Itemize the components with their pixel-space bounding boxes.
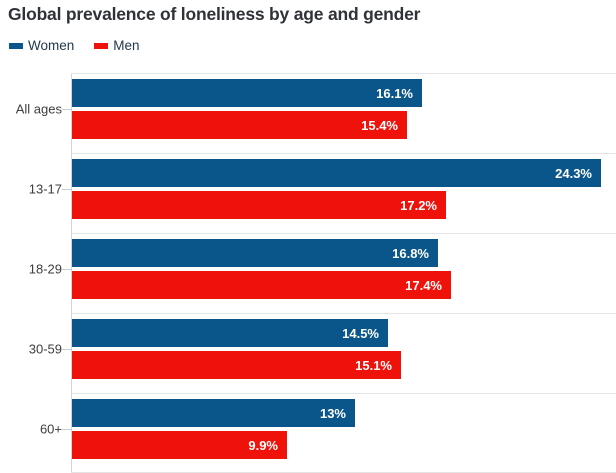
men-swatch-icon [94, 42, 109, 49]
legend-item-women[interactable]: Women [9, 38, 74, 53]
gridline [71, 393, 616, 394]
axis-tick [62, 429, 71, 430]
category-group: 13-17 24.3% 17.2% [0, 153, 616, 233]
bar-value-label: 15.4% [361, 117, 398, 133]
y-axis-line [71, 73, 72, 473]
bar-value-label: 16.8% [392, 245, 429, 261]
gridline [71, 313, 616, 314]
bar-value-label: 24.3% [555, 165, 592, 181]
category-group: 18-29 16.8% 17.4% [0, 233, 616, 313]
bar-value-label: 14.5% [342, 325, 379, 341]
category-group: All ages 16.1% 15.4% [0, 73, 616, 153]
bar-women[interactable]: 13% [72, 399, 355, 427]
bar-men[interactable]: 15.1% [72, 351, 401, 379]
gridline [71, 233, 616, 234]
bar-women[interactable]: 16.1% [72, 79, 422, 107]
chart-title: Global prevalence of loneliness by age a… [8, 4, 421, 24]
gridline [71, 153, 616, 154]
axis-tick [62, 109, 71, 110]
axis-tick [62, 349, 71, 350]
bar-men[interactable]: 15.4% [72, 111, 407, 139]
gridline [71, 73, 616, 74]
category-label: 60+ [39, 421, 62, 437]
axis-tick [62, 269, 71, 270]
category-label: 18-29 [28, 261, 62, 277]
women-swatch-icon [9, 42, 23, 49]
bar-men[interactable]: 17.2% [72, 191, 446, 219]
category-label: All ages [15, 101, 62, 117]
bar-value-label: 15.1% [355, 357, 392, 373]
bar-value-label: 17.2% [400, 197, 437, 213]
bar-men[interactable]: 17.4% [72, 271, 451, 299]
bar-women[interactable]: 14.5% [72, 319, 388, 347]
legend-label-men: Men [113, 38, 140, 53]
plot-area: All ages 16.1% 15.4% 13-17 24.3% 17.2% 18-29 16… [0, 73, 616, 473]
category-label: 13-17 [28, 181, 62, 197]
legend-item-men[interactable]: Men [94, 38, 140, 53]
bar-value-label: 13% [319, 405, 346, 421]
category-group: 60+ 13% 9.9% [0, 393, 616, 473]
bar-value-label: 17.4% [405, 277, 442, 293]
bar-women[interactable]: 16.8% [72, 239, 438, 267]
axis-tick [62, 189, 71, 190]
bar-men[interactable]: 9.9% [72, 431, 287, 459]
category-group: 30-59 14.5% 15.1% [0, 313, 616, 393]
legend-label-women: Women [28, 38, 75, 53]
bar-value-label: 9.9% [248, 437, 278, 453]
legend: Women Men [9, 38, 140, 53]
bar-women[interactable]: 24.3% [72, 159, 601, 187]
category-label: 30-59 [28, 341, 62, 357]
bar-value-label: 16.1% [376, 85, 413, 101]
